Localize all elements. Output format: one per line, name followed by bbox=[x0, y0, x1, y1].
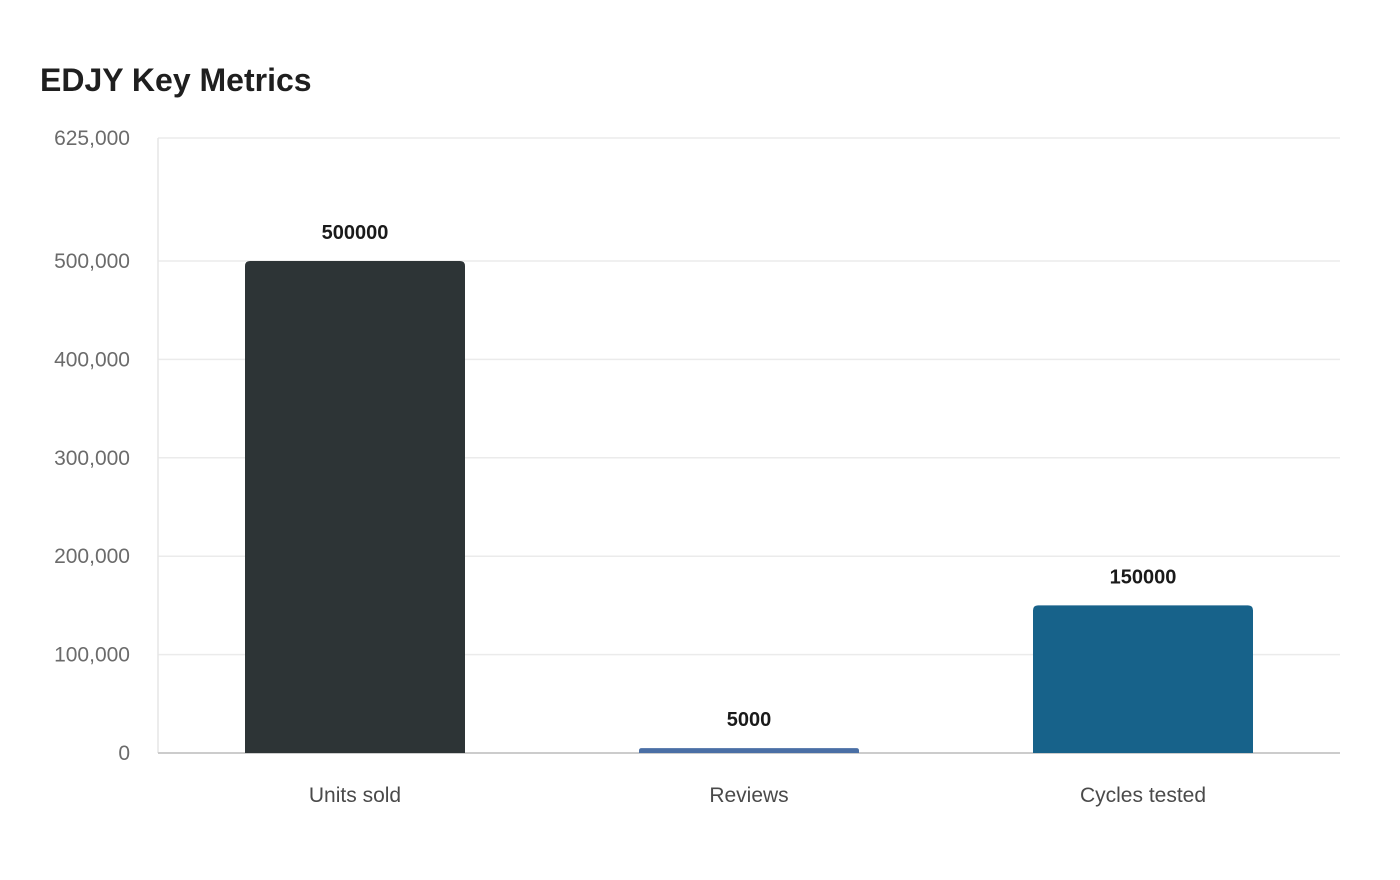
y-tick-label: 100,000 bbox=[54, 644, 130, 667]
bar-reviews[interactable] bbox=[639, 748, 859, 753]
category-label: Cycles tested bbox=[1080, 784, 1206, 807]
bar-units-sold[interactable] bbox=[245, 261, 465, 753]
y-tick-label: 300,000 bbox=[54, 447, 130, 470]
chart-title: EDJY Key Metrics bbox=[40, 62, 312, 98]
bars bbox=[245, 261, 1253, 753]
y-tick-label: 500,000 bbox=[54, 250, 130, 273]
value-label: 500000 bbox=[322, 222, 389, 244]
x-axis-categories: Units sold Reviews Cycles tested bbox=[309, 784, 1206, 807]
y-tick-label: 200,000 bbox=[54, 545, 130, 568]
value-labels: 500000 5000 150000 bbox=[322, 222, 1177, 731]
category-label: Units sold bbox=[309, 784, 401, 807]
bar-cycles-tested[interactable] bbox=[1033, 605, 1253, 753]
y-axis-ticks: 0 100,000 200,000 300,000 400,000 500,000 625,… bbox=[54, 127, 130, 765]
value-label: 5000 bbox=[727, 709, 772, 731]
y-tick-label: 400,000 bbox=[54, 348, 130, 371]
value-label: 150000 bbox=[1110, 566, 1177, 588]
category-label: Reviews bbox=[709, 784, 788, 807]
y-tick-label: 625,000 bbox=[54, 127, 130, 150]
y-tick-label: 0 bbox=[118, 742, 130, 765]
